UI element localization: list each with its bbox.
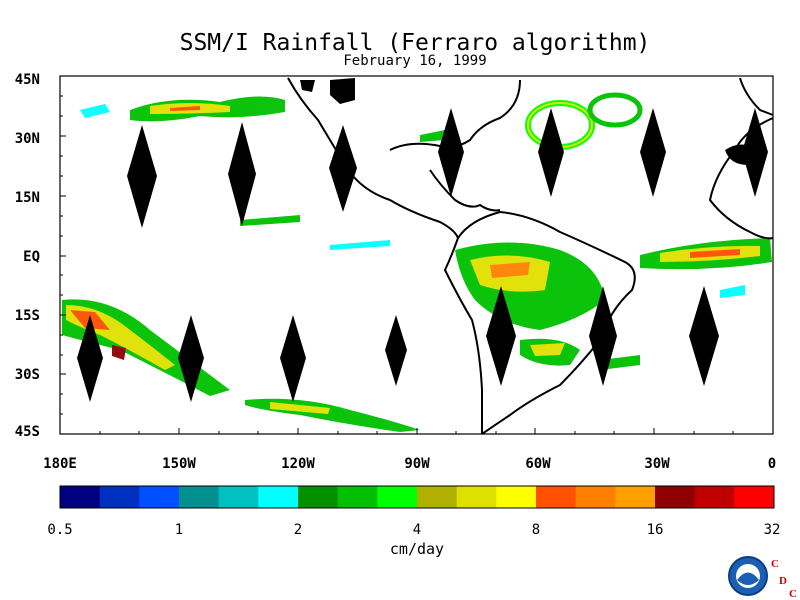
- data-gap-diamonds: [77, 108, 768, 402]
- colorbar-swatch: [99, 486, 140, 508]
- colorbar-swatch: [417, 486, 458, 508]
- noaa-cdc-logo: C D C: [728, 556, 797, 599]
- logo-letter-c: C: [771, 558, 779, 570]
- colorbar-label-1: 1: [174, 522, 184, 538]
- colorbar-swatch: [734, 486, 775, 508]
- lon-label-60w: 60W: [525, 456, 551, 472]
- colorbar-label-4: 8: [531, 522, 541, 538]
- lat-label-eq: EQ: [23, 249, 40, 265]
- colorbar-swatch: [218, 486, 259, 508]
- colorbar-swatch: [456, 486, 497, 508]
- coastlines: [287, 77, 774, 435]
- lat-label-15s: 15S: [14, 308, 40, 324]
- colorbar-swatch: [337, 486, 378, 508]
- colorbar-swatch: [694, 486, 735, 508]
- colorbar-label-6: 32: [763, 522, 781, 538]
- colorbar-swatch: [179, 486, 220, 508]
- colorbar-label-5: 16: [646, 522, 664, 538]
- page-subtitle: February 16, 1999: [343, 53, 487, 69]
- colorbar-swatch: [615, 486, 656, 508]
- lat-label-30s: 30S: [14, 367, 40, 383]
- logo-letter-c2: C: [789, 588, 797, 599]
- colorbar-frame: [59, 485, 775, 509]
- logo-letter-d: D: [779, 575, 787, 587]
- colorbar-swatch: [575, 486, 616, 508]
- colorbar-label-3: 4: [412, 522, 422, 538]
- lon-label-150w: 150W: [162, 456, 196, 472]
- lat-label-45s: 45S: [14, 424, 40, 440]
- colorbar-swatch: [536, 486, 577, 508]
- rainfall-field: [62, 92, 772, 432]
- lon-label-0: 0: [767, 456, 777, 472]
- colorbar-swatch: [258, 486, 299, 508]
- page-title: SSM/I Rainfall (Ferraro algorithm): [179, 30, 651, 56]
- lat-label-45n: 45N: [14, 72, 40, 88]
- colorbar-swatch: [298, 486, 339, 508]
- lat-label-30n: 30N: [14, 131, 40, 147]
- colorbar-swatch: [496, 486, 537, 508]
- lon-label-90w: 90W: [404, 456, 430, 472]
- colorbar-swatch: [139, 486, 180, 508]
- colorbar-swatch: [377, 486, 418, 508]
- lat-label-15n: 15N: [14, 190, 40, 206]
- colorbar-label-0: 0.5: [47, 522, 73, 538]
- colorbar-units: cm/day: [389, 540, 445, 558]
- colorbar-swatch: [655, 486, 696, 508]
- lon-label-180e: 180E: [43, 456, 77, 472]
- lon-label-120w: 120W: [281, 456, 315, 472]
- colorbar-swatch: [60, 486, 101, 508]
- colorbar: [60, 486, 775, 508]
- lon-label-30w: 30W: [644, 456, 670, 472]
- axis-ticks: [59, 75, 774, 435]
- colorbar-label-2: 2: [293, 522, 303, 538]
